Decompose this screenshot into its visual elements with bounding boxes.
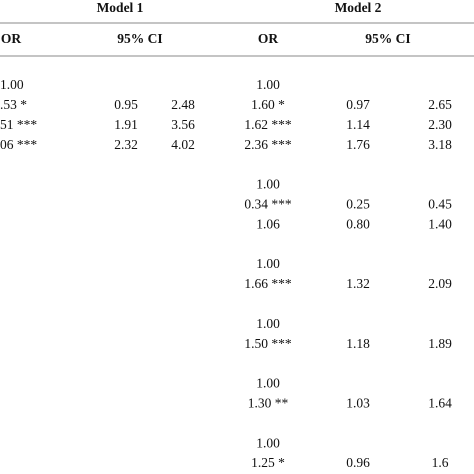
- group-header: Model 2: [335, 0, 382, 15]
- cell: 0.96: [346, 455, 370, 470]
- cell: 2.36 ***: [244, 137, 292, 152]
- cell: 1.00: [256, 177, 280, 192]
- cell: 1.62 ***: [244, 117, 292, 132]
- cell: 1.60 *: [251, 97, 285, 112]
- cell: 1.00: [256, 316, 280, 331]
- column-header: 95% CI: [117, 31, 162, 46]
- cell: 1.18: [346, 336, 370, 351]
- cell: 2.65: [428, 97, 452, 112]
- cell: 3.18: [428, 137, 452, 152]
- cell: 1.00: [256, 256, 280, 271]
- cell: 06 ***: [0, 137, 37, 152]
- cell: 2.30: [428, 117, 452, 132]
- cell: 1.50 ***: [244, 336, 292, 351]
- cell: 1.00: [256, 376, 280, 391]
- cell: 2.32: [114, 137, 138, 152]
- cell: 2.48: [171, 97, 195, 112]
- cell: 1.66 ***: [244, 276, 292, 291]
- group-header: Model 1: [97, 0, 144, 15]
- cell: 1.40: [428, 216, 452, 231]
- cell: 1.00: [256, 77, 280, 92]
- cell: 4.02: [171, 137, 195, 152]
- cell: 1.25 *: [251, 455, 285, 470]
- cell: 0.95: [114, 97, 138, 112]
- column-header: 95% CI: [365, 31, 410, 46]
- cell: 1.00: [256, 435, 280, 450]
- cell: 1.14: [346, 117, 370, 132]
- column-header: OR: [258, 31, 279, 46]
- cell: 1.76: [346, 137, 370, 152]
- cell: 0.80: [346, 216, 370, 231]
- cell: .53 *: [0, 97, 27, 112]
- cell: 0.97: [346, 97, 370, 112]
- cell: 1.06: [256, 216, 280, 231]
- column-header: OR: [1, 31, 22, 46]
- cell: 1.6: [432, 455, 449, 470]
- cell: 1.89: [428, 336, 452, 351]
- cell: 0.34 ***: [244, 196, 292, 211]
- cell: 1.30 **: [248, 395, 289, 410]
- cell: 2.09: [428, 276, 452, 291]
- cell: 1.00: [0, 77, 24, 92]
- cell: 1.64: [428, 395, 452, 410]
- cell: 0.25: [346, 196, 370, 211]
- cell: 1.32: [346, 276, 370, 291]
- cell: 51 ***: [0, 117, 37, 132]
- cell: 1.03: [346, 395, 370, 410]
- cell: 0.45: [428, 196, 452, 211]
- cell: 1.91: [114, 117, 138, 132]
- cell: 3.56: [171, 117, 195, 132]
